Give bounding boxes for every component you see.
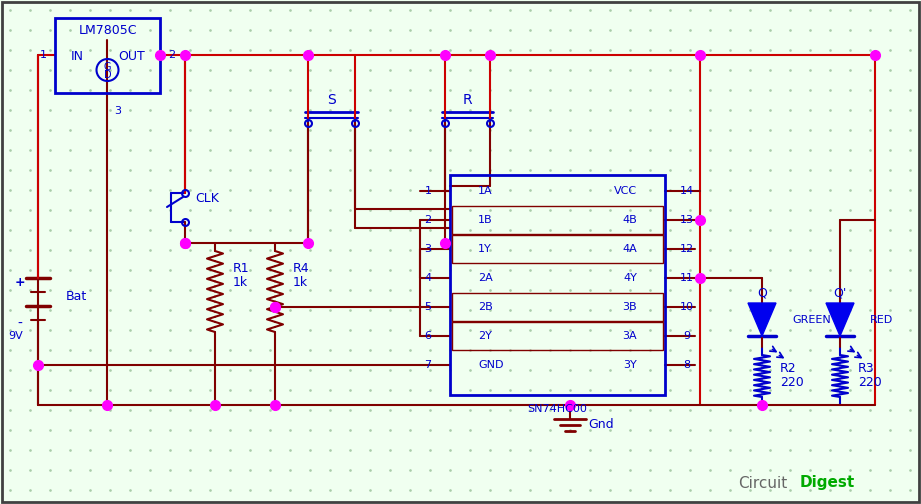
- Text: 3B: 3B: [623, 302, 637, 312]
- Text: 2: 2: [425, 215, 432, 225]
- Text: 13: 13: [680, 215, 694, 225]
- Text: GND: GND: [478, 360, 504, 370]
- Text: 14: 14: [680, 186, 694, 196]
- Text: 4: 4: [425, 273, 432, 283]
- Bar: [452, 206, 663, 234]
- Text: 1Y: 1Y: [478, 244, 492, 254]
- Text: Q': Q': [834, 286, 846, 299]
- Text: Q: Q: [757, 286, 767, 299]
- Text: 3Y: 3Y: [624, 360, 637, 370]
- Text: 4A: 4A: [623, 244, 637, 254]
- Text: CLK: CLK: [195, 192, 219, 205]
- Text: 1: 1: [425, 186, 432, 196]
- Text: 2: 2: [169, 50, 176, 60]
- Text: Gnd: Gnd: [588, 418, 613, 431]
- Text: 1k: 1k: [233, 277, 248, 289]
- Text: 3A: 3A: [623, 331, 637, 341]
- Text: 12: 12: [680, 244, 694, 254]
- Text: 1: 1: [40, 50, 46, 60]
- Text: 5: 5: [425, 302, 432, 312]
- Text: LM7805C: LM7805C: [78, 24, 136, 36]
- Bar: [452, 322, 663, 350]
- Text: 2A: 2A: [478, 273, 493, 283]
- Text: 220: 220: [858, 376, 881, 390]
- Text: Circuit: Circuit: [738, 475, 787, 490]
- Polygon shape: [748, 303, 776, 336]
- Text: 10: 10: [680, 302, 694, 312]
- Text: RED: RED: [870, 315, 893, 325]
- Text: D: D: [104, 70, 111, 80]
- Text: 1k: 1k: [293, 277, 309, 289]
- Text: 2B: 2B: [478, 302, 493, 312]
- Bar: [452, 235, 663, 263]
- Text: R: R: [462, 93, 472, 107]
- Text: OUT: OUT: [119, 49, 146, 62]
- Bar: [452, 293, 663, 321]
- Text: 3: 3: [425, 244, 432, 254]
- Text: R1: R1: [233, 262, 250, 275]
- Bar: [55, 18, 160, 93]
- Text: SN74HC00: SN74HC00: [528, 404, 588, 414]
- Text: 4Y: 4Y: [624, 273, 637, 283]
- Polygon shape: [826, 303, 854, 336]
- Text: 1A: 1A: [478, 186, 493, 196]
- Text: S: S: [327, 93, 335, 107]
- Text: 220: 220: [780, 376, 804, 390]
- Text: R3: R3: [858, 362, 875, 375]
- Text: 9: 9: [683, 331, 691, 341]
- Text: +: +: [15, 277, 25, 289]
- Text: GREEN: GREEN: [792, 315, 831, 325]
- Text: G: G: [104, 62, 111, 72]
- Text: IN: IN: [71, 49, 84, 62]
- Text: Bat: Bat: [66, 289, 87, 302]
- Text: VCC: VCC: [614, 186, 637, 196]
- Text: 2Y: 2Y: [478, 331, 492, 341]
- Text: R2: R2: [780, 362, 797, 375]
- Text: 4B: 4B: [623, 215, 637, 225]
- Text: 3: 3: [114, 106, 121, 116]
- Text: R4: R4: [293, 262, 309, 275]
- Text: -: -: [17, 317, 22, 331]
- Text: 7: 7: [425, 360, 432, 370]
- Text: 9V: 9V: [8, 331, 23, 341]
- Text: 6: 6: [425, 331, 432, 341]
- Text: 8: 8: [683, 360, 691, 370]
- Text: 1B: 1B: [478, 215, 493, 225]
- Text: 11: 11: [680, 273, 694, 283]
- Text: Digest: Digest: [800, 475, 856, 490]
- Bar: [450, 175, 665, 395]
